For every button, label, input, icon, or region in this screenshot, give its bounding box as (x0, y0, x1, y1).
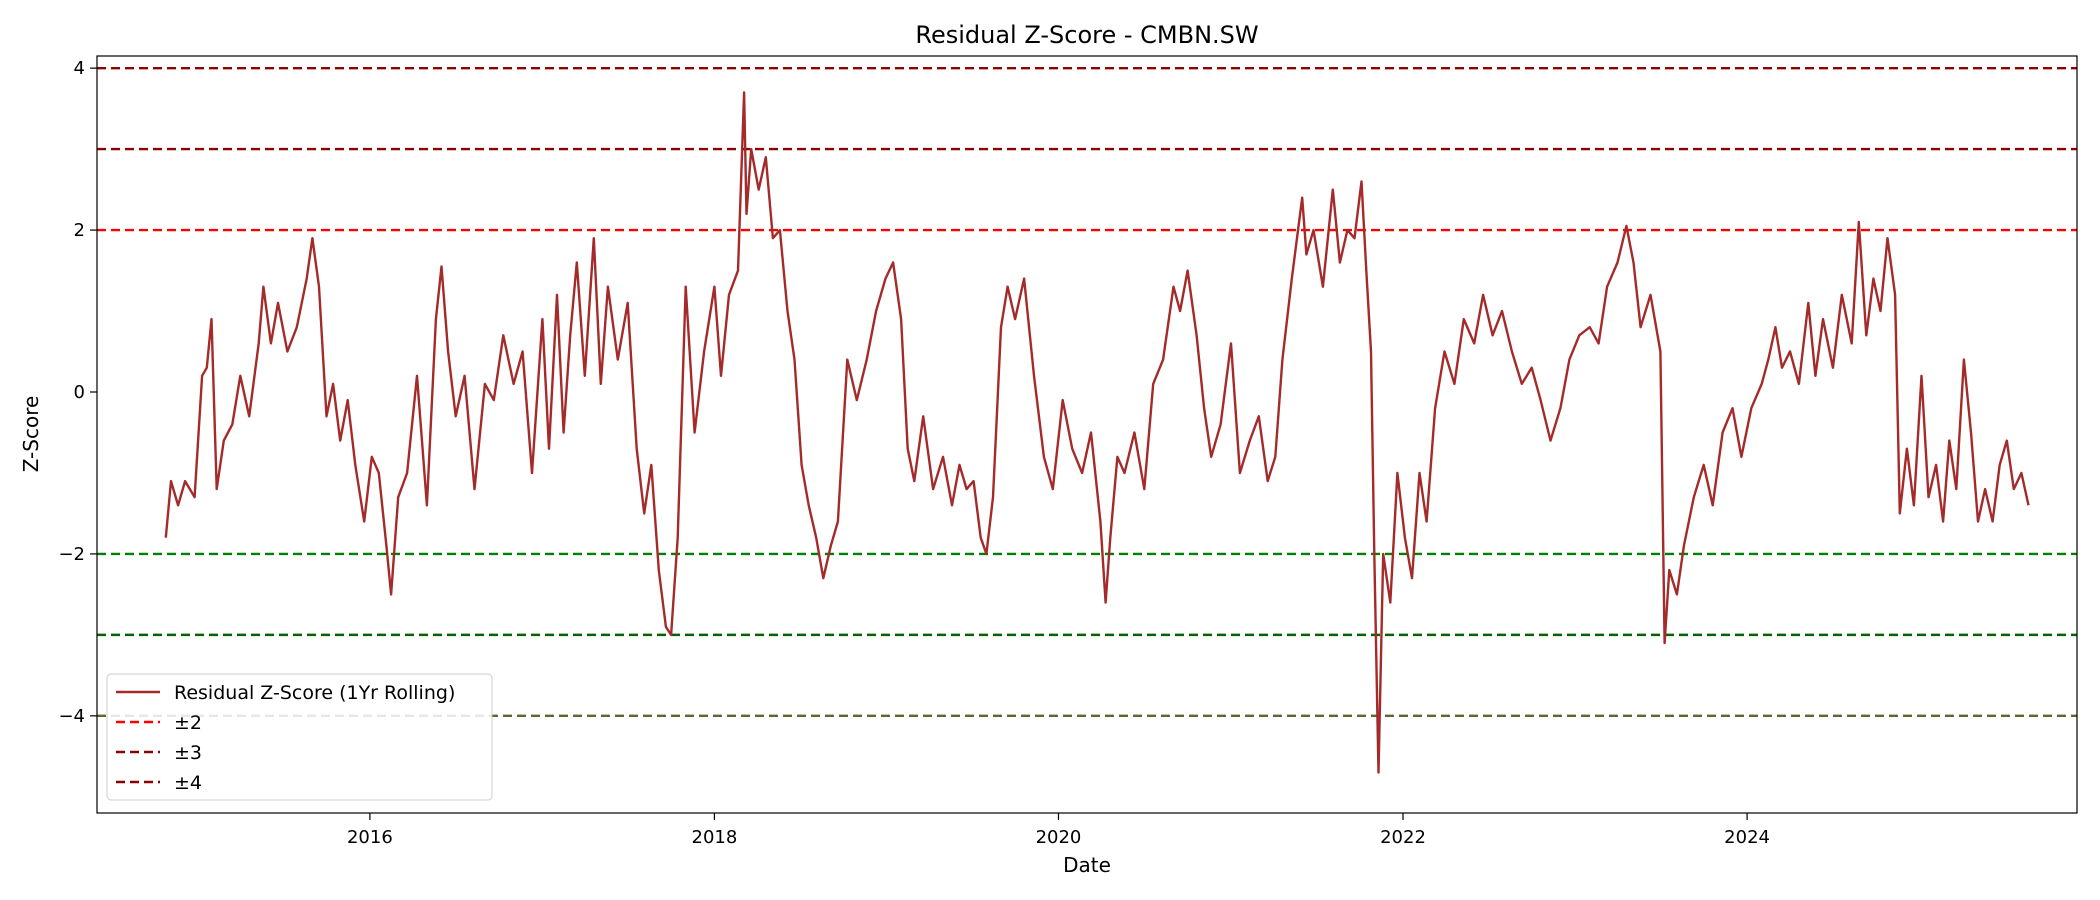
legend: Residual Z-Score (1Yr Rolling) ±2 ±3 ±4 (106, 673, 493, 801)
y-axis: 4 2 0 −2 −4 (58, 58, 97, 727)
plot-frame (96, 55, 2078, 814)
x-axis-label: Date (1063, 853, 1111, 877)
legend-entry: ±3 (174, 742, 202, 764)
y-tick-label: −4 (58, 706, 85, 727)
legend-box (106, 673, 493, 801)
y-axis-label: Z-Score (19, 396, 43, 473)
legend-entry: ±2 (174, 712, 202, 734)
series-lines (164, 91, 2030, 774)
x-tick-label: 2020 (1036, 827, 1082, 848)
zscore-series-line (164, 91, 2030, 774)
x-tick-label: 2022 (1380, 827, 1426, 848)
x-axis: 2016 2018 2020 2022 2024 (347, 813, 1770, 848)
y-tick-label: 2 (74, 220, 85, 241)
legend-entry: ±4 (174, 772, 202, 794)
chart-title: Residual Z-Score - CMBN.SW (915, 21, 1258, 49)
y-tick-label: 0 (74, 382, 85, 403)
y-tick-label: 4 (74, 58, 85, 79)
legend-entry: Residual Z-Score (1Yr Rolling) (174, 682, 455, 704)
x-tick-label: 2016 (347, 827, 393, 848)
x-tick-label: 2024 (1724, 827, 1770, 848)
y-tick-label: −2 (58, 544, 85, 565)
reference-lines (97, 66, 2077, 718)
x-tick-label: 2018 (692, 827, 738, 848)
